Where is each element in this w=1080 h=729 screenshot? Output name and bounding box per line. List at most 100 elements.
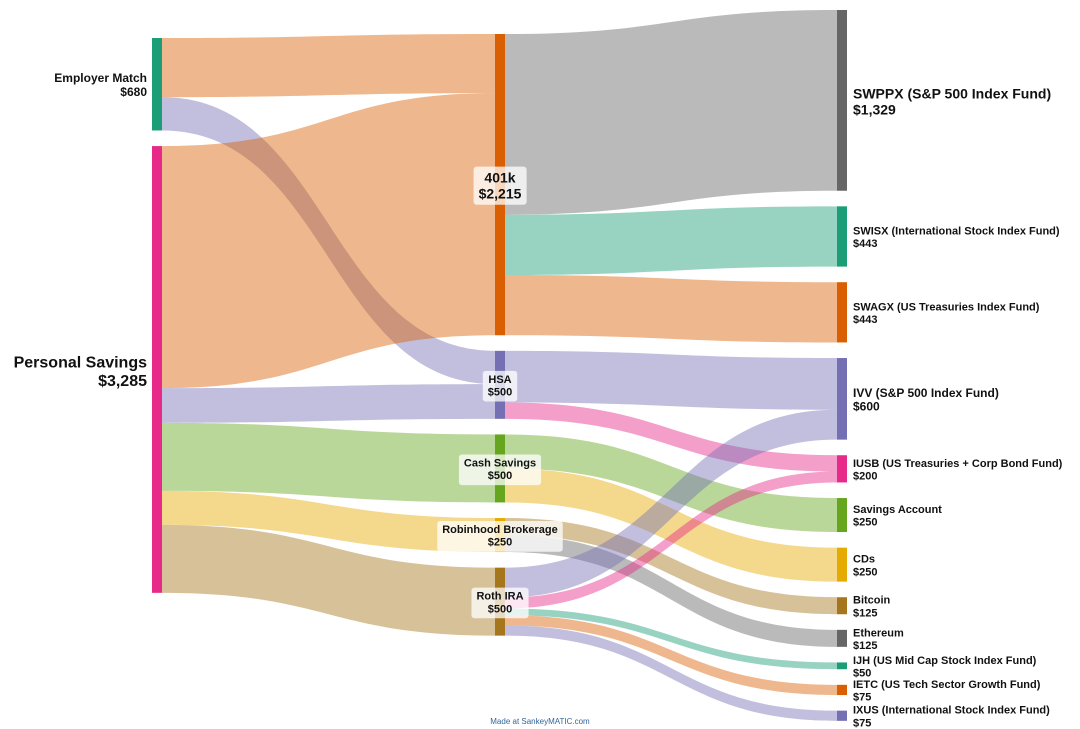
label-savacct: Savings Account$250 bbox=[853, 504, 942, 529]
flow-roth-to-iusb[interactable] bbox=[505, 471, 837, 609]
flow-hsa-to-ivv[interactable] bbox=[505, 350, 837, 410]
node-value: $250 bbox=[853, 517, 877, 529]
node-value: $200 bbox=[853, 470, 877, 482]
flow-personal-to-robinhood[interactable] bbox=[162, 490, 495, 553]
flow-roth-to-ijh[interactable] bbox=[505, 608, 837, 670]
node-name: IETC (US Tech Sector Growth Fund) bbox=[853, 679, 1041, 691]
node-value: $500 bbox=[488, 470, 512, 482]
node-swisx[interactable] bbox=[837, 206, 847, 267]
credit-link[interactable]: Made at SankeyMATIC.com bbox=[490, 717, 590, 726]
label-ethereum: Ethereum$125 bbox=[853, 627, 904, 652]
flow-robinhood-to-ethereum[interactable] bbox=[505, 535, 837, 647]
node-name: IVV (S&P 500 Index Fund) bbox=[853, 386, 999, 400]
flow-roth-to-ivv[interactable] bbox=[505, 409, 837, 598]
flow-personal-to-hsa[interactable] bbox=[162, 384, 495, 423]
node-name: IXUS (International Stock Index Fund) bbox=[853, 705, 1050, 717]
node-value: $75 bbox=[853, 692, 871, 704]
label-background bbox=[437, 521, 563, 552]
node-name: 401k bbox=[484, 170, 515, 186]
label-hsa: HSA$500 bbox=[482, 370, 518, 402]
node-value: $680 bbox=[120, 85, 147, 99]
node-labels: Employer Match$680 Personal Savings $3,285… bbox=[14, 71, 1063, 729]
label-employer: Employer Match$680 bbox=[54, 71, 147, 99]
node-name: Roth IRA bbox=[476, 591, 523, 603]
label-background bbox=[482, 370, 518, 402]
node-value: $443 bbox=[853, 238, 877, 250]
flow-personal-to-roth[interactable] bbox=[162, 524, 495, 636]
flow-personal-to-cash[interactable] bbox=[162, 422, 495, 503]
node-value: $500 bbox=[488, 603, 512, 615]
node-value: $1,329 bbox=[853, 101, 896, 117]
node-name: Savings Account bbox=[853, 504, 942, 516]
label-background bbox=[458, 454, 542, 486]
label-swppx: SWPPX (S&P 500 Index Fund)$1,329 bbox=[853, 85, 1051, 117]
node-name: CDs bbox=[853, 554, 875, 566]
node-savacct[interactable] bbox=[837, 498, 847, 533]
node-ethereum[interactable] bbox=[837, 629, 847, 647]
node-swagx[interactable] bbox=[837, 282, 847, 343]
node-value: $3,285 bbox=[98, 373, 147, 390]
node-cds[interactable] bbox=[837, 547, 847, 582]
node-ivv[interactable] bbox=[837, 358, 847, 440]
flow-robinhood-to-bitcoin[interactable] bbox=[505, 518, 837, 615]
node-name: Personal Savings bbox=[14, 354, 147, 371]
flow-roth-to-ietc[interactable] bbox=[505, 615, 837, 696]
node-name: IJH (US Mid Cap Stock Index Fund) bbox=[853, 655, 1037, 667]
flows bbox=[162, 10, 837, 721]
node-ijh[interactable] bbox=[837, 662, 847, 670]
node-bitcoin[interactable] bbox=[837, 597, 847, 615]
node-value: $125 bbox=[853, 640, 877, 652]
label-k401: 401k$2,215 bbox=[473, 166, 527, 205]
flow-roth-to-ixus[interactable] bbox=[505, 625, 837, 721]
label-background bbox=[471, 587, 529, 619]
flow-cash-to-cds[interactable] bbox=[505, 468, 837, 582]
label-roth: Roth IRA$500 bbox=[471, 587, 529, 619]
label-iusb: IUSB (US Treasuries + Corp Bond Fund)$20… bbox=[853, 458, 1063, 483]
flow-personal-to-k401[interactable] bbox=[162, 93, 495, 389]
label-cds: CDs$250 bbox=[853, 554, 877, 579]
node-value: $443 bbox=[853, 314, 877, 326]
node-swppx[interactable] bbox=[837, 10, 847, 191]
node-value: $2,215 bbox=[479, 186, 522, 202]
node-employer[interactable] bbox=[152, 38, 162, 131]
node-name: SWISX (International Stock Index Fund) bbox=[853, 225, 1060, 237]
node-value: $500 bbox=[488, 386, 512, 398]
flow-employer-to-k401[interactable] bbox=[162, 34, 495, 98]
node-value: $75 bbox=[853, 717, 871, 729]
label-ixus: IXUS (International Stock Index Fund)$75 bbox=[853, 705, 1050, 729]
label-swisx: SWISX (International Stock Index Fund)$4… bbox=[853, 225, 1060, 250]
node-value: $50 bbox=[853, 667, 871, 679]
node-name: Ethereum bbox=[853, 627, 904, 639]
node-name: SWAGX (US Treasuries Index Fund) bbox=[853, 301, 1040, 313]
label-cash: Cash Savings$500 bbox=[458, 454, 542, 486]
flow-employer-to-hsa[interactable] bbox=[162, 97, 495, 385]
node-name: SWPPX (S&P 500 Index Fund) bbox=[853, 85, 1051, 101]
node-value: $250 bbox=[488, 537, 512, 549]
label-ietc: IETC (US Tech Sector Growth Fund)$75 bbox=[853, 679, 1041, 704]
label-ivv: IVV (S&P 500 Index Fund)$600 bbox=[853, 386, 999, 414]
label-personal: Personal Savings $3,285 bbox=[14, 354, 147, 389]
flow-k401-to-swppx[interactable] bbox=[505, 10, 837, 215]
flow-hsa-to-iusb[interactable] bbox=[505, 402, 837, 472]
label-robinhood: Robinhood Brokerage$250 bbox=[437, 521, 563, 552]
flow-k401-to-swagx[interactable] bbox=[505, 274, 837, 343]
flow-k401-to-swisx[interactable] bbox=[505, 206, 837, 275]
node-name: HSA bbox=[488, 374, 511, 386]
node-value: $600 bbox=[853, 400, 880, 414]
flow-cash-to-savacct[interactable] bbox=[505, 434, 837, 533]
node-name: IUSB (US Treasuries + Corp Bond Fund) bbox=[853, 458, 1063, 470]
node-value: $125 bbox=[853, 607, 877, 619]
node-name: Robinhood Brokerage bbox=[442, 524, 558, 536]
label-ijh: IJH (US Mid Cap Stock Index Fund)$50 bbox=[853, 655, 1037, 680]
node-ietc[interactable] bbox=[837, 684, 847, 696]
node-name: Cash Savings bbox=[464, 457, 536, 469]
label-swagx: SWAGX (US Treasuries Index Fund)$443 bbox=[853, 301, 1040, 326]
node-value: $250 bbox=[853, 566, 877, 578]
node-ixus[interactable] bbox=[837, 710, 847, 721]
node-name: Employer Match bbox=[54, 71, 147, 85]
node-iusb[interactable] bbox=[837, 455, 847, 483]
node-personal[interactable] bbox=[152, 146, 162, 593]
node-name: Bitcoin bbox=[853, 595, 891, 607]
label-background bbox=[473, 166, 527, 205]
